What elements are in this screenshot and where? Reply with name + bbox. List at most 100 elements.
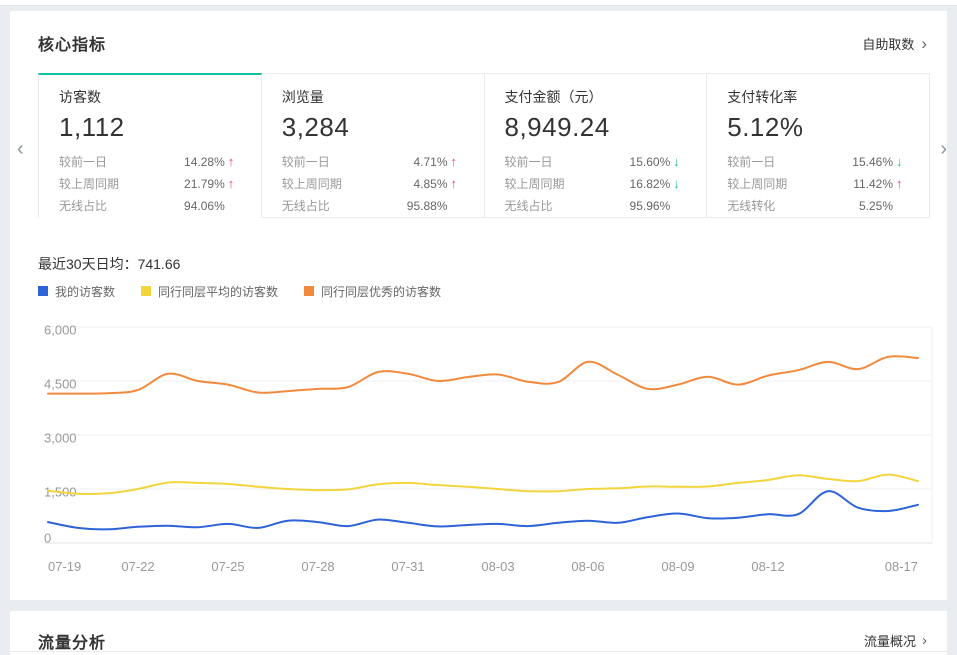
- traffic-overview-label: 流量概况: [863, 634, 916, 649]
- metric-row: 较上周同期 21.79% ↑: [59, 173, 241, 195]
- row-value: 95.88%: [406, 199, 448, 213]
- metric-title: 支付转化率: [727, 89, 798, 105]
- metric-rows: 较前一日 14.28% ↑ 较上周同期 21.79% ↑ 无线占比 94.06%: [59, 151, 241, 217]
- traffic-analysis-header: 流量分析 流量概况 ›: [10, 611, 947, 652]
- traffic-overview-link[interactable]: 流量概况 ›: [864, 631, 927, 650]
- legend-item-peer-average[interactable]: 同行同层平均的访客数: [141, 283, 278, 300]
- metric-rows: 较前一日 15.46% ↓ 较上周同期 11.42% ↑ 无线转化 5.25%: [727, 151, 909, 217]
- row-label: 较前一日: [727, 155, 776, 169]
- metric-row: 较前一日 15.60% ↓: [505, 151, 687, 173]
- svg-text:08-03: 08-03: [481, 559, 514, 574]
- trend-up-icon: ↑: [450, 176, 458, 191]
- row-label: 较上周同期: [281, 177, 342, 191]
- row-value: 4.85%: [413, 177, 448, 191]
- trend-up-icon: ↑: [896, 176, 903, 191]
- row-label: 无线占比: [59, 199, 108, 213]
- metric-card-pageviews[interactable]: 浏览量 3,284 较前一日 4.71% ↑ 较上周同期 4.85% ↑ 无线占…: [261, 73, 485, 218]
- trend-chart-section: 最近30天日均：741.66 我的访客数 同行同层平均的访客数 同行同层优秀的访…: [38, 254, 947, 585]
- trend-down-icon: ↓: [673, 154, 680, 169]
- row-label: 较前一日: [59, 155, 108, 169]
- row-value: 4.71%: [413, 155, 448, 169]
- row-label: 无线转化: [727, 199, 776, 213]
- row-value: 95.96%: [629, 199, 671, 213]
- legend-label: 我的访客数: [55, 284, 116, 299]
- legend-label: 同行同层平均的访客数: [158, 284, 279, 299]
- row-label: 无线占比: [504, 199, 553, 213]
- metric-row: 较前一日 14.28% ↑: [59, 151, 241, 173]
- self-service-data-link[interactable]: 自助取数 ›: [862, 34, 927, 53]
- svg-text:07-19: 07-19: [48, 559, 81, 574]
- chart-average-title: 最近30天日均：741.66: [38, 256, 181, 272]
- carousel-prev-icon[interactable]: ‹: [17, 138, 24, 160]
- row-value: 94.06%: [184, 199, 225, 213]
- metric-value: 5.12%: [727, 112, 804, 142]
- metric-row: 无线占比 95.88%: [282, 195, 464, 217]
- trend-up-icon: ↑: [227, 176, 235, 191]
- metric-row: 无线占比 95.96%: [505, 195, 687, 217]
- svg-text:07-25: 07-25: [211, 559, 244, 574]
- metric-row: 较上周同期 16.82% ↓: [505, 173, 687, 195]
- trend-down-icon: ↓: [673, 176, 680, 191]
- metric-cards-row: 访客数 1,112 较前一日 14.28% ↑ 较上周同期 21.79% ↑ 无…: [38, 73, 930, 218]
- traffic-analysis-title: 流量分析: [38, 634, 107, 652]
- legend-swatch-blue: [38, 286, 48, 296]
- metric-row: 无线占比 94.06%: [59, 195, 241, 217]
- svg-text:08-06: 08-06: [571, 559, 604, 574]
- svg-text:6,000: 6,000: [44, 322, 77, 337]
- row-label: 较前一日: [504, 155, 553, 169]
- legend-label: 同行同层优秀的访客数: [321, 284, 442, 299]
- row-value: 16.82%: [629, 177, 671, 191]
- svg-text:08-09: 08-09: [661, 559, 694, 574]
- metric-card-visitors[interactable]: 访客数 1,112 较前一日 14.28% ↑ 较上周同期 21.79% ↑ 无…: [38, 73, 262, 218]
- legend-swatch-yellow: [141, 286, 152, 296]
- core-metrics-header: 核心指标 自助取数 ›: [10, 11, 947, 55]
- chevron-right-icon: ›: [922, 632, 927, 649]
- metric-row: 较前一日 4.71% ↑: [282, 151, 464, 173]
- row-label: 较上周同期: [727, 177, 788, 191]
- metric-rows: 较前一日 4.71% ↑ 较上周同期 4.85% ↑ 无线占比 95.88%: [282, 151, 464, 217]
- svg-text:4,500: 4,500: [44, 376, 77, 391]
- legend-item-peer-excellent[interactable]: 同行同层优秀的访客数: [304, 283, 441, 300]
- metric-value: 8,949.24: [504, 112, 610, 142]
- metric-title: 浏览量: [281, 89, 324, 105]
- svg-text:0: 0: [44, 530, 51, 545]
- legend-swatch-orange: [304, 286, 315, 296]
- metric-row: 较上周同期 11.42% ↑: [727, 173, 909, 195]
- chart-legend: 我的访客数 同行同层平均的访客数 同行同层优秀的访客数: [38, 283, 947, 300]
- carousel-next-icon[interactable]: ›: [940, 138, 947, 160]
- svg-text:07-22: 07-22: [121, 559, 154, 574]
- row-value: 11.42%: [853, 177, 893, 191]
- metric-row: 较前一日 15.46% ↓: [727, 151, 909, 173]
- metric-value: 3,284: [281, 112, 350, 142]
- trend-down-icon: ↓: [896, 154, 903, 169]
- row-value: 15.46%: [852, 155, 893, 169]
- trend-up-icon: ↑: [227, 154, 235, 169]
- metric-title: 支付金额（元）: [504, 89, 603, 105]
- metric-card-payment-amount[interactable]: 支付金额（元） 8,949.24 较前一日 15.60% ↓ 较上周同期 16.…: [484, 73, 708, 218]
- svg-text:08-17: 08-17: [885, 559, 918, 574]
- metric-card-conversion-rate[interactable]: 支付转化率 5.12% 较前一日 15.46% ↓ 较上周同期 11.42% ↑…: [707, 73, 930, 218]
- svg-text:07-31: 07-31: [391, 559, 424, 574]
- metric-value: 1,112: [59, 112, 125, 142]
- row-value: 14.28%: [184, 155, 225, 169]
- row-value: 21.79%: [184, 177, 225, 191]
- legend-item-my-visitors[interactable]: 我的访客数: [38, 283, 115, 300]
- row-label: 较前一日: [281, 155, 330, 169]
- metric-rows: 较前一日 15.60% ↓ 较上周同期 16.82% ↓ 无线占比 95.96%: [505, 151, 687, 217]
- svg-text:07-28: 07-28: [301, 559, 334, 574]
- svg-text:08-12: 08-12: [751, 559, 784, 574]
- chevron-right-icon: ›: [921, 33, 927, 53]
- trend-up-icon: ↑: [450, 154, 458, 169]
- metric-row: 较上周同期 4.85% ↑: [282, 173, 464, 195]
- row-value: 5.25%: [858, 199, 893, 213]
- metric-row: 无线转化 5.25%: [727, 195, 909, 217]
- metric-title: 访客数: [59, 89, 101, 105]
- self-service-data-label: 自助取数: [862, 36, 915, 52]
- core-metrics-panel: 核心指标 自助取数 › ‹ › 访客数 1,112 较前一日 14.28% ↑ …: [10, 11, 947, 600]
- previous-section-edge: [0, 0, 957, 6]
- traffic-analysis-panel: 流量分析 流量概况 ›: [10, 611, 947, 655]
- row-label: 无线占比: [281, 199, 330, 213]
- svg-text:3,000: 3,000: [44, 430, 77, 445]
- row-label: 较上周同期: [59, 177, 120, 191]
